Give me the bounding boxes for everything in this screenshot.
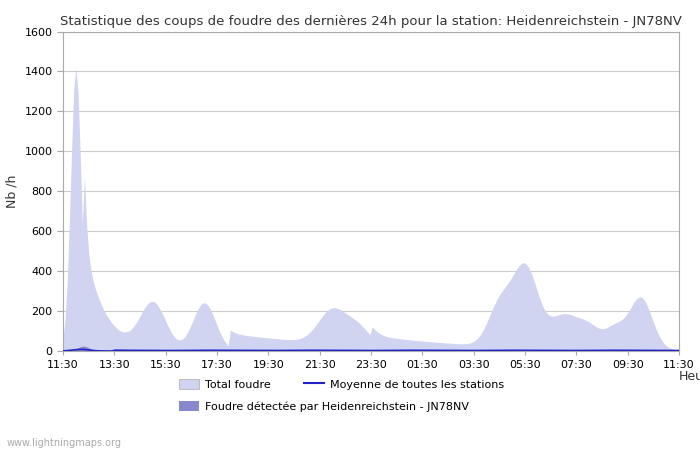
Y-axis label: Nb /h: Nb /h (6, 175, 19, 208)
Text: www.lightningmaps.org: www.lightningmaps.org (7, 438, 122, 448)
Legend: Foudre détectée par Heidenreichstein - JN78NV: Foudre détectée par Heidenreichstein - J… (179, 401, 469, 412)
Title: Statistique des coups de foudre des dernières 24h pour la station: Heidenreichst: Statistique des coups de foudre des dern… (60, 14, 682, 27)
Text: Heure: Heure (679, 370, 700, 383)
